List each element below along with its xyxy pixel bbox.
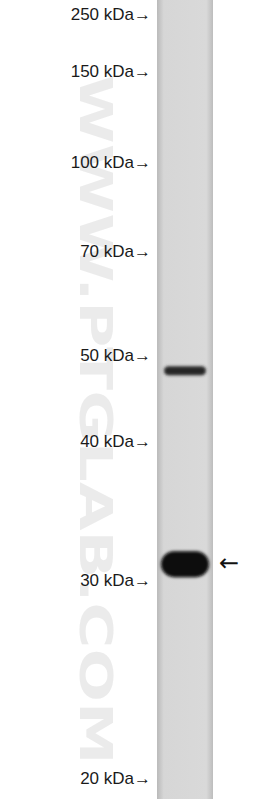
tick-label: 100 kDa→: [71, 153, 151, 172]
tick: 50 kDa→: [80, 346, 157, 365]
band-arrow: ←: [219, 549, 239, 577]
blot-figure: WWW.PTGLAB.COM 250 kDa→ 150 kDa→ 100 kDa→ 70…: [0, 0, 280, 799]
band: [161, 551, 209, 577]
axis-line: [157, 15, 158, 779]
bands: [161, 366, 209, 577]
tick-label: 30 kDa→: [80, 571, 151, 590]
watermark: WWW.PTGLAB.COM: [70, 75, 121, 765]
band: [164, 366, 206, 375]
tick-label: 250 kDa→: [71, 5, 151, 24]
tick-label: 20 kDa→: [80, 769, 151, 788]
tick: 250 kDa→: [71, 5, 157, 24]
tick: 40 kDa→: [80, 432, 157, 451]
tick-label: 50 kDa→: [80, 346, 151, 365]
lane: [157, 0, 213, 799]
tick: 150 kDa→: [71, 62, 157, 81]
tick: 20 kDa→: [80, 769, 157, 788]
y-axis: 250 kDa→ 150 kDa→ 100 kDa→ 70 kDa→ 50 kDa→ 40…: [71, 5, 158, 788]
tick: 30 kDa→: [80, 571, 157, 590]
tick-label: 150 kDa→: [71, 62, 151, 81]
tick-label: 70 kDa→: [80, 242, 151, 261]
tick: 70 kDa→: [80, 242, 157, 261]
tick-label: 40 kDa→: [80, 432, 151, 451]
tick: 100 kDa→: [71, 153, 157, 172]
